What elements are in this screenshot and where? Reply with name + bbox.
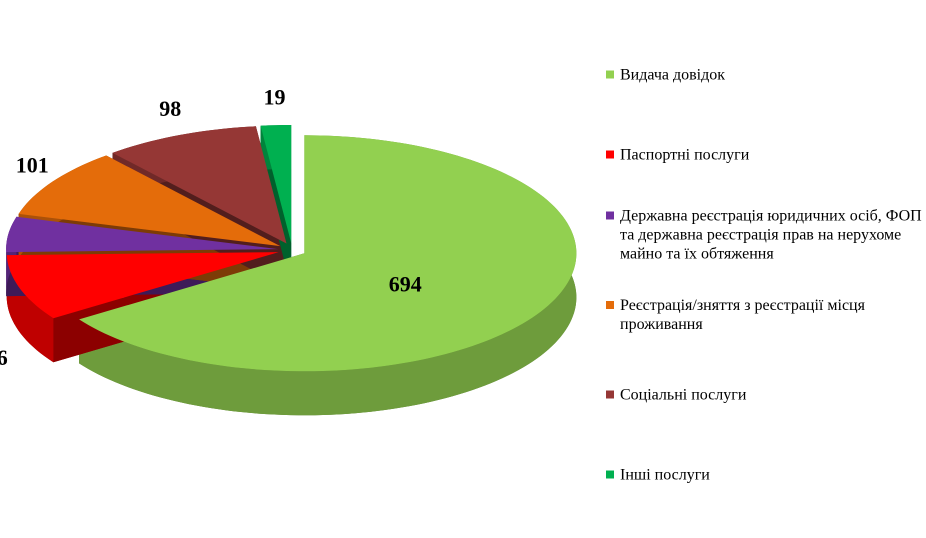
slice (260, 125, 292, 244)
slice (112, 126, 287, 244)
legend-label: Інші послуги (620, 466, 710, 484)
data-label: 96 (0, 345, 8, 370)
slice-wall (79, 135, 577, 416)
legend-swatch (606, 301, 614, 309)
legend-entry: Соціальні послуги (606, 386, 926, 405)
legend-swatch (606, 211, 614, 220)
legend-swatch (606, 150, 614, 159)
slice (6, 216, 279, 253)
legend-label: Соціальні послуги (620, 386, 747, 404)
legend-label: Паспортні послуги (620, 146, 750, 164)
legend-label: Видача довідок (620, 66, 726, 84)
legend-entry: Видача довідок (606, 66, 926, 85)
legend-label: Державна реєстрація юридичних осіб, ФОП … (620, 207, 922, 263)
legend-entry: Державна реєстрація юридичних осіб, ФОП … (606, 207, 926, 264)
legend-swatch (606, 70, 614, 79)
legend-label: Реєстрація/зняття з реєстрації місця про… (620, 297, 865, 333)
legend-entry: Паспортні послуги (606, 146, 926, 165)
slice (6, 252, 279, 319)
slice (79, 135, 577, 372)
legend-entry: Реєстрація/зняття з реєстрації місця про… (606, 296, 926, 334)
slice (18, 155, 281, 247)
data-label: 694 (389, 272, 422, 297)
legend-swatch (606, 390, 614, 399)
legend-entry: Інші послуги (606, 466, 926, 485)
data-label: 101 (16, 153, 49, 178)
slice-wall (6, 255, 54, 363)
legend-swatch (606, 470, 614, 479)
pie-chart: 69496511019819 (0, 84, 577, 416)
data-label: 19 (264, 84, 286, 109)
data-label: 98 (159, 96, 181, 121)
